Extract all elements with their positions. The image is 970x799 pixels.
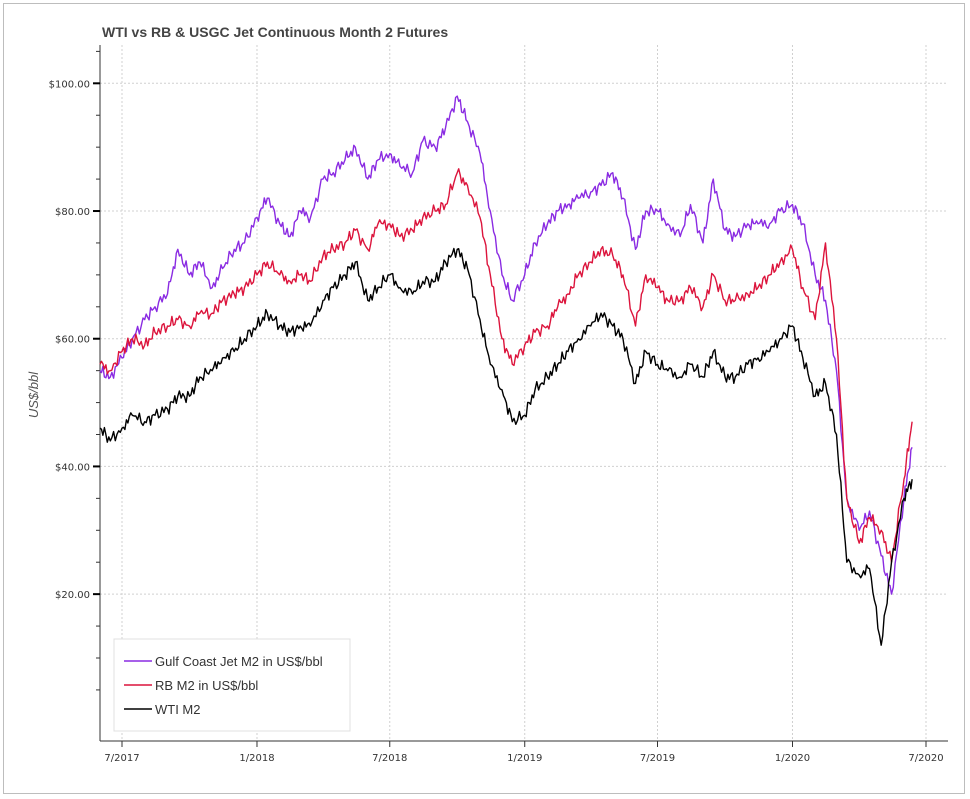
x-tick-label: 7/2018 [372,753,407,764]
x-tick-label: 1/2019 [507,753,542,764]
x-tick-label: 7/2017 [104,753,139,764]
y-tick-label: $100.00 [49,79,90,90]
series-line-jet [99,95,913,595]
axes: $20.00 $40.00 $60.00 $80.00 $100.00 7/2017 1/2… [49,45,948,764]
series-line-wti [99,247,913,646]
y-tick-label: $80.00 [55,207,90,218]
y-tick-label: $40.00 [55,462,90,473]
y-tick-label: $60.00 [55,335,90,346]
legend-label-jet: Gulf Coast Jet M2 in US$/bbl [155,654,323,669]
gridlines [100,45,948,741]
legend: Gulf Coast Jet M2 in US$/bbl RB M2 in US… [113,638,351,732]
legend-box [113,638,351,732]
series-lines [99,95,913,646]
x-tick-label: 1/2018 [239,753,274,764]
y-axis-label: US$/bbl [26,371,41,418]
x-tick-label: 1/2020 [775,753,810,764]
legend-label-wti: WTI M2 [155,702,201,717]
y-tick-label: $20.00 [55,590,90,601]
series-line-rb [99,168,913,563]
x-tick-label: 7/2020 [908,753,943,764]
x-tick-label: 7/2019 [640,753,675,764]
chart-title: WTI vs RB & USGC Jet Continuous Month 2 … [102,24,449,40]
legend-label-rb: RB M2 in US$/bbl [155,678,258,693]
